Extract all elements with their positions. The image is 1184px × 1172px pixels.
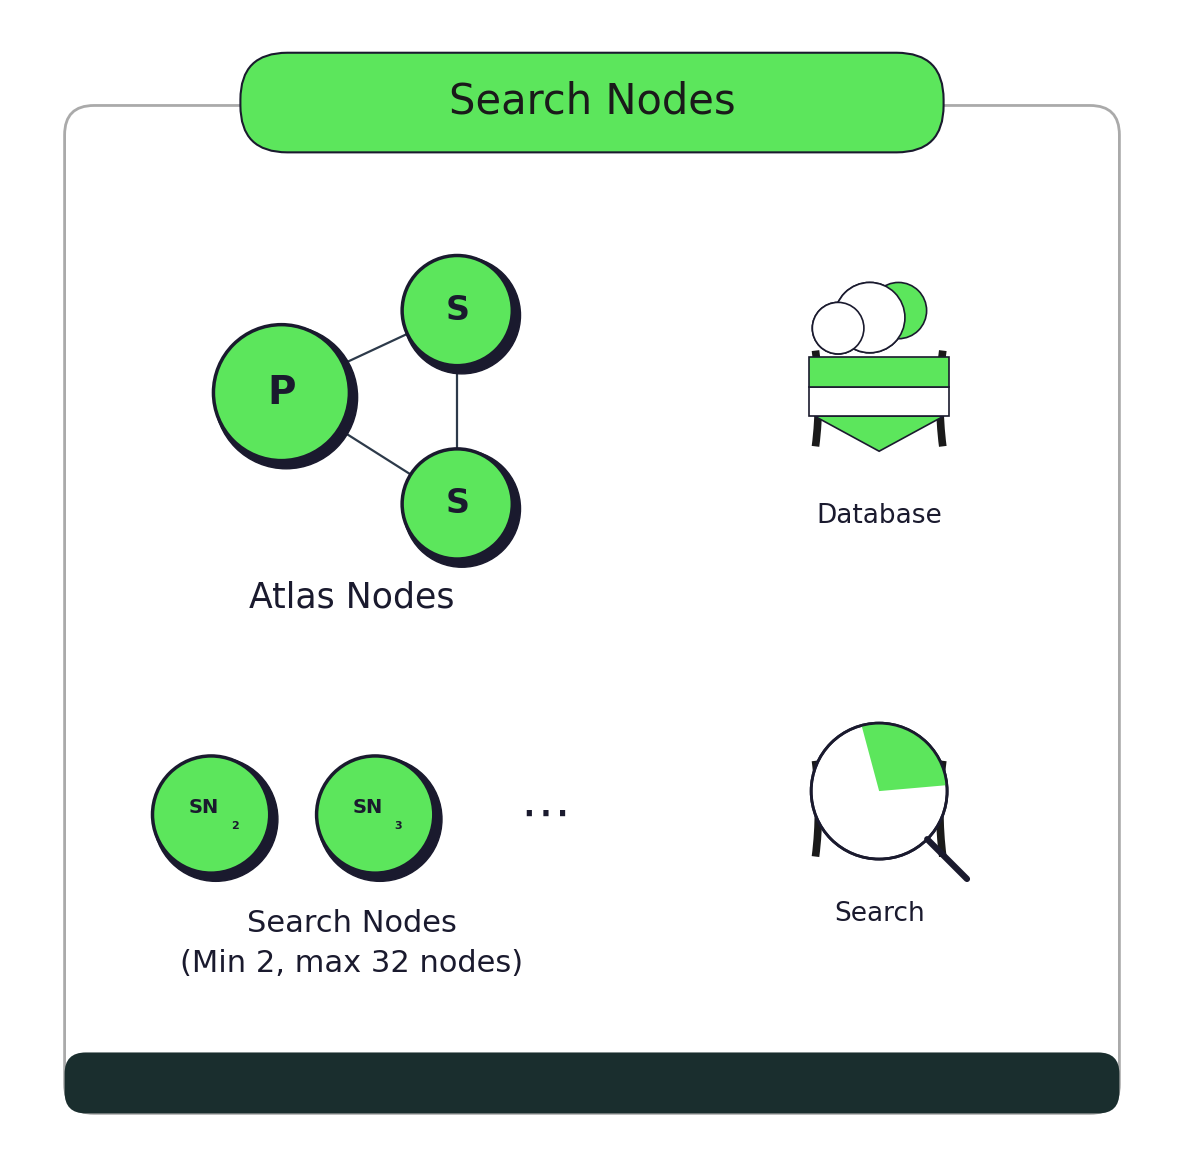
Circle shape <box>812 302 864 354</box>
Text: 2: 2 <box>231 822 238 831</box>
Polygon shape <box>815 416 944 451</box>
Circle shape <box>835 282 905 353</box>
Text: S: S <box>445 294 469 327</box>
Text: P: P <box>268 374 296 411</box>
Text: Search Nodes: Search Nodes <box>449 81 735 123</box>
Circle shape <box>403 255 513 366</box>
Circle shape <box>316 756 433 873</box>
Circle shape <box>154 757 278 881</box>
Text: ⋯: ⋯ <box>520 791 571 838</box>
Circle shape <box>214 326 358 469</box>
Polygon shape <box>809 387 950 416</box>
FancyBboxPatch shape <box>240 53 944 152</box>
Circle shape <box>404 257 521 374</box>
Circle shape <box>870 282 927 339</box>
Circle shape <box>153 756 270 873</box>
Circle shape <box>213 325 349 461</box>
FancyBboxPatch shape <box>65 1052 1119 1113</box>
Text: Atlas Nodes: Atlas Nodes <box>249 580 455 615</box>
Text: Database: Database <box>816 503 942 529</box>
Text: S: S <box>445 488 469 520</box>
FancyBboxPatch shape <box>65 105 1119 1113</box>
Text: Search Nodes
(Min 2, max 32 nodes): Search Nodes (Min 2, max 32 nodes) <box>180 908 523 979</box>
Circle shape <box>835 282 905 353</box>
Text: SN: SN <box>189 798 219 817</box>
Circle shape <box>317 757 442 881</box>
Circle shape <box>403 449 513 559</box>
Polygon shape <box>809 357 950 387</box>
Text: Search: Search <box>834 901 925 927</box>
Circle shape <box>812 302 864 354</box>
Circle shape <box>811 723 947 859</box>
Polygon shape <box>862 723 947 791</box>
Text: SN: SN <box>353 798 384 817</box>
Circle shape <box>404 450 521 567</box>
Text: 3: 3 <box>394 822 403 831</box>
